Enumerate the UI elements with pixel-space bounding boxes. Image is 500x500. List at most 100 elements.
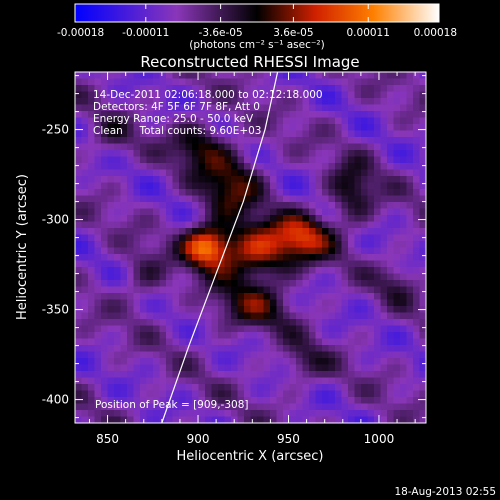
heatmap-cell <box>172 254 180 262</box>
heatmap-cell <box>328 156 336 164</box>
heatmap-cell <box>406 163 414 171</box>
heatmap-cell <box>120 260 128 268</box>
heatmap-cell <box>159 85 167 93</box>
heatmap-cell <box>341 156 349 164</box>
heatmap-cell <box>413 267 421 275</box>
heatmap-cell <box>192 358 200 366</box>
heatmap-cell <box>341 299 349 307</box>
heatmap-cell <box>354 124 362 132</box>
heatmap-cell <box>283 143 291 151</box>
heatmap-cell <box>172 85 180 93</box>
heatmap-cell <box>185 390 193 398</box>
heatmap-cell <box>198 117 206 125</box>
heatmap-cell <box>127 169 135 177</box>
heatmap-cell <box>380 241 388 249</box>
heatmap-cell <box>114 130 122 138</box>
heatmap-cell <box>192 195 200 203</box>
heatmap-cell <box>120 254 128 262</box>
heatmap-cell <box>81 241 89 249</box>
heatmap-cell <box>315 215 323 223</box>
heatmap-cell <box>354 241 362 249</box>
heatmap-cell <box>283 364 291 372</box>
heatmap-cell <box>341 358 349 366</box>
heatmap-cell <box>75 117 83 125</box>
heatmap-cell <box>361 397 369 405</box>
heatmap-cell <box>231 345 239 353</box>
heatmap-cell <box>393 208 401 216</box>
heatmap-cell <box>107 390 115 398</box>
heatmap-cell <box>120 377 128 385</box>
heatmap-cell <box>231 267 239 275</box>
heatmap-cell <box>387 130 395 138</box>
heatmap-cell <box>179 241 187 249</box>
heatmap-cell <box>322 241 330 249</box>
heatmap-cell <box>211 221 219 229</box>
heatmap-cell <box>374 195 382 203</box>
heatmap-cell <box>127 384 135 392</box>
heatmap-cell <box>400 130 408 138</box>
heatmap-cell <box>172 247 180 255</box>
heatmap-cell <box>250 221 258 229</box>
heatmap-cell <box>393 345 401 353</box>
heatmap-cell <box>94 156 102 164</box>
heatmap-cell <box>309 397 317 405</box>
heatmap-cell <box>289 78 297 86</box>
heatmap-cell <box>218 241 226 249</box>
heatmap-cell <box>328 416 336 423</box>
heatmap-cell <box>419 247 426 255</box>
heatmap-cell <box>315 182 323 190</box>
heatmap-cell <box>179 163 187 171</box>
heatmap-cell <box>263 156 271 164</box>
heatmap-cell <box>198 384 206 392</box>
heatmap-cell <box>413 104 421 112</box>
heatmap-cell <box>406 267 414 275</box>
heatmap-cell <box>120 104 128 112</box>
heatmap-cell <box>140 403 148 411</box>
heatmap-cell <box>263 247 271 255</box>
heatmap-cell <box>354 358 362 366</box>
heatmap-cell <box>328 176 336 184</box>
heatmap-cell <box>400 390 408 398</box>
heatmap-cell <box>374 312 382 320</box>
heatmap-cell <box>348 351 356 359</box>
heatmap-cell <box>166 280 174 288</box>
heatmap-cell <box>172 111 180 119</box>
heatmap-cell <box>179 78 187 86</box>
heatmap-cell <box>101 280 109 288</box>
heatmap-cell <box>205 202 213 210</box>
heatmap-cell <box>315 91 323 99</box>
heatmap-cell <box>361 72 369 80</box>
heatmap-cell <box>315 124 323 132</box>
heatmap-cell <box>153 371 161 379</box>
heatmap-cell <box>140 247 148 255</box>
heatmap-cell <box>159 345 167 353</box>
heatmap-cell <box>419 91 426 99</box>
heatmap-cell <box>172 182 180 190</box>
heatmap-cell <box>322 364 330 372</box>
heatmap-cell <box>211 78 219 86</box>
heatmap-cell <box>133 189 141 197</box>
heatmap-cell <box>257 215 265 223</box>
heatmap-cell <box>205 143 213 151</box>
heatmap-cell <box>94 111 102 119</box>
heatmap-cell <box>120 397 128 405</box>
chart-title: Reconstructed RHESSI Image <box>140 53 359 71</box>
heatmap-cell <box>159 91 167 99</box>
heatmap-cell <box>413 338 421 346</box>
heatmap-cell <box>81 104 89 112</box>
heatmap-cell <box>361 319 369 327</box>
heatmap-cell <box>94 137 102 145</box>
heatmap-cell <box>341 286 349 294</box>
heatmap-cell <box>283 234 291 242</box>
heatmap-cell <box>289 267 297 275</box>
peak-position-label: Position of Peak = [909,-308] <box>95 399 249 411</box>
heatmap-cell <box>224 124 232 132</box>
heatmap-cell <box>380 351 388 359</box>
heatmap-cell <box>127 306 135 314</box>
heatmap-cell <box>101 98 109 106</box>
heatmap-cell <box>166 137 174 145</box>
heatmap-cell <box>172 306 180 314</box>
heatmap-cell <box>393 117 401 125</box>
heatmap-cell <box>211 208 219 216</box>
heatmap-cell <box>302 397 310 405</box>
